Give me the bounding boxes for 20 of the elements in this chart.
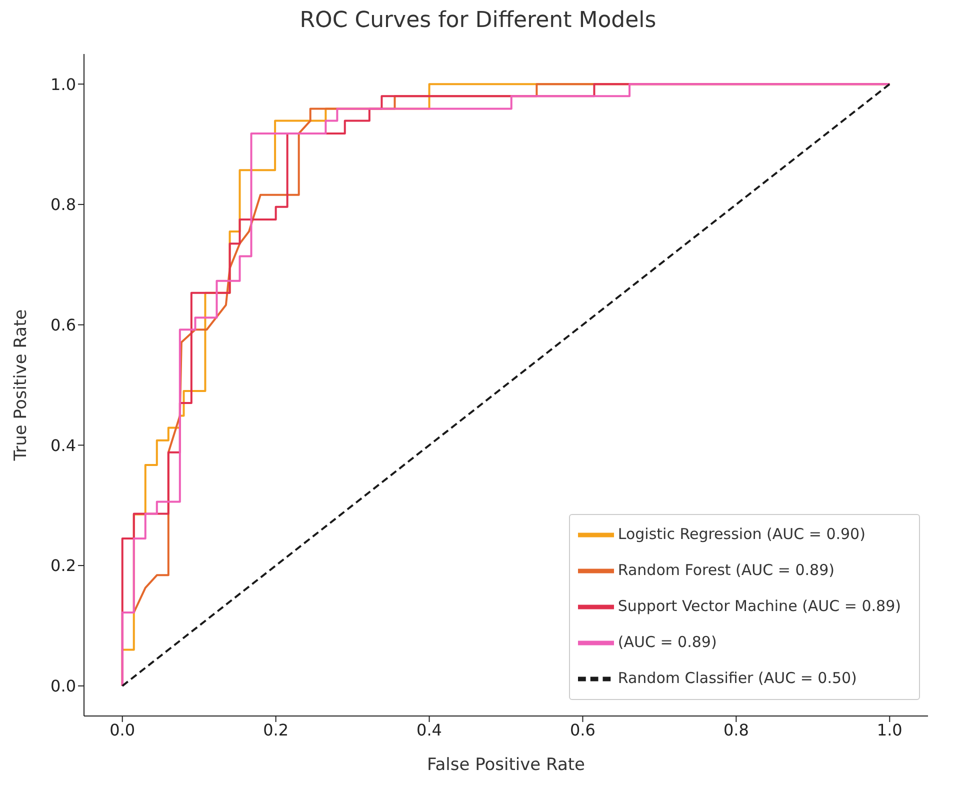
y-tick-label: 0.8 — [50, 195, 76, 214]
legend-label: Logistic Regression (AUC = 0.90) — [618, 525, 866, 544]
x-tick-label: 0.2 — [263, 720, 289, 740]
y-tick-label: 0.0 — [50, 676, 76, 696]
y-axis-title: True Positive Rate — [11, 309, 32, 462]
y-tick-label: 0.6 — [50, 316, 76, 334]
legend-label: Random Forest (AUC = 0.89) — [618, 561, 834, 580]
x-axis-title: False Positive Rate — [427, 755, 585, 775]
y-tick-label: 1.0 — [50, 74, 76, 94]
x-tick-label: 1.0 — [876, 720, 902, 740]
legend-label: Support Vector Machine (AUC = 0.89) — [618, 597, 901, 616]
x-tick-label: 0.0 — [110, 720, 136, 740]
legend-label: (AUC = 0.89) — [618, 633, 717, 652]
y-tick-label: 0.4 — [50, 436, 76, 455]
legend-label: Random Classifier (AUC = 0.50) — [618, 669, 857, 688]
x-tick-label: 0.8 — [723, 720, 749, 740]
x-tick-label: 0.4 — [416, 720, 442, 740]
chart-title: ROC Curves for Different Models — [298, 8, 658, 35]
y-tick-label: 0.2 — [50, 556, 76, 576]
x-tick-label: 0.6 — [570, 720, 596, 740]
